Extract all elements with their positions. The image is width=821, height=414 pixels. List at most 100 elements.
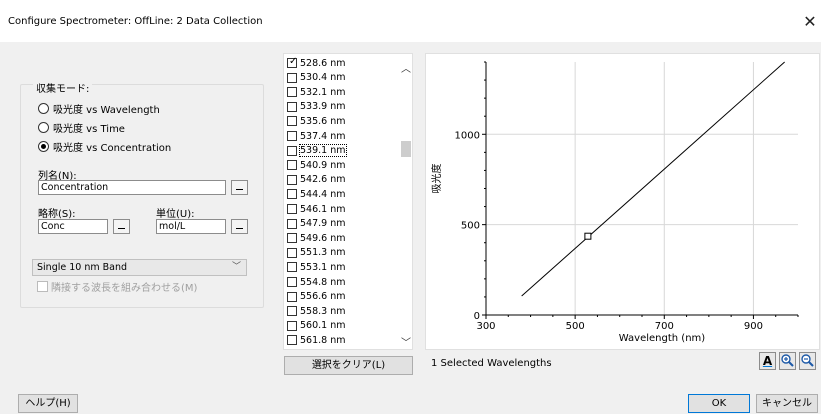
wavelength-list-item[interactable]: 546.1 nm	[287, 203, 346, 215]
wavelength-label: 551.3 nm	[300, 247, 346, 259]
wavelength-list-item[interactable]: 554.8 nm	[287, 276, 346, 288]
x-tick-label: 500	[566, 321, 585, 332]
wavelength-checkbox[interactable]	[287, 306, 297, 317]
wavelength-list-item[interactable]: 530.4 nm	[287, 72, 346, 84]
clear-selection-button[interactable]: 選択をクリア(L)	[284, 356, 413, 375]
x-tick-label: 900	[744, 321, 763, 332]
wavelength-label: 528.6 nm	[300, 57, 346, 69]
short-name-label: 略称(S):	[38, 209, 76, 220]
wavelength-checkbox[interactable]	[287, 174, 297, 185]
chevron-down-icon: ﹀	[231, 262, 241, 272]
short-name-field[interactable]: Conc	[38, 219, 108, 234]
radio-indicator[interactable]	[38, 102, 49, 114]
column-name-dropdown-button[interactable]	[231, 180, 248, 195]
wavelength-label: 558.3 nm	[300, 305, 346, 317]
scroll-up-icon[interactable]: ︿	[401, 64, 411, 75]
column-name-label: 列名(N):	[38, 171, 77, 182]
wavelength-checkbox[interactable]	[287, 291, 297, 302]
wavelength-list-item[interactable]: 540.9 nm	[287, 159, 346, 171]
wavelength-label: 553.1 nm	[300, 261, 346, 273]
wavelength-checkbox[interactable]	[287, 145, 297, 156]
wavelength-list-item[interactable]: 544.4 nm	[287, 188, 346, 200]
window-title: Configure Spectrometer: OffLine: 2 Data …	[8, 16, 263, 27]
wavelength-list-item[interactable]: 551.3 nm	[287, 247, 346, 259]
column-name-field[interactable]: Concentration	[38, 180, 226, 195]
units-dropdown-button[interactable]	[231, 219, 248, 234]
wavelength-checkbox[interactable]	[287, 218, 297, 229]
wavelength-list-item[interactable]: 542.6 nm	[287, 174, 346, 186]
wavelength-checkbox[interactable]: ✓	[287, 56, 298, 68]
wavelength-checkbox[interactable]	[287, 101, 297, 112]
wavelength-label: 561.8 nm	[300, 334, 346, 346]
x-axis-label: Wavelength (nm)	[619, 333, 705, 344]
radio-absorbance-vs-concentration[interactable]: 吸光度 vs Concentration	[38, 137, 171, 155]
units-field[interactable]: mol/L	[156, 219, 226, 234]
x-tick-label: 700	[655, 321, 674, 332]
close-icon[interactable]: ✕	[803, 12, 817, 31]
dash-icon	[236, 227, 243, 230]
wavelength-list-item[interactable]: 556.6 nm	[287, 291, 346, 303]
wavelength-label: 530.4 nm	[300, 72, 346, 84]
help-button[interactable]: ヘルプ(H)	[18, 394, 78, 413]
radio-indicator[interactable]	[38, 140, 49, 152]
combine-wavelengths-checkbox: 隣接する波長を組み合わせる(M)	[37, 280, 198, 294]
wavelength-list-item[interactable]: 553.1 nm	[287, 261, 346, 273]
radio-absorbance-vs-wavelength[interactable]: 吸光度 vs Wavelength	[38, 99, 160, 117]
band-select[interactable]: Single 10 nm Band ﹀	[32, 259, 247, 276]
wavelength-checkbox[interactable]	[287, 189, 297, 200]
dash-icon	[236, 188, 243, 191]
ok-button[interactable]: OK	[688, 394, 750, 413]
wavelength-checkbox[interactable]	[287, 247, 297, 258]
wavelength-list-item[interactable]: ✓ 528.6 nm	[287, 56, 346, 69]
wavelength-checkbox[interactable]	[287, 160, 297, 171]
wavelength-label: 535.6 nm	[300, 115, 346, 127]
text-format-icon: A	[762, 354, 773, 368]
units-label: 単位(U):	[156, 209, 195, 220]
check-icon: ✓	[289, 56, 298, 67]
wavelength-list-item[interactable]: 533.9 nm	[287, 101, 346, 113]
y-tick-label: 0	[474, 311, 480, 322]
zoom-out-icon	[801, 354, 814, 367]
wavelength-list-item[interactable]: 535.6 nm	[287, 115, 346, 127]
selected-wavelengths-status: 1 Selected Wavelengths	[431, 358, 552, 369]
wavelength-checkbox[interactable]	[287, 204, 297, 214]
radio-label: 吸光度 vs Time	[53, 123, 125, 135]
wavelength-list-item[interactable]: 537.4 nm	[287, 130, 346, 142]
wavelength-label: 560.1 nm	[300, 320, 346, 332]
wavelength-list-item[interactable]: 547.9 nm	[287, 218, 346, 230]
selected-wavelength-marker	[584, 232, 592, 240]
wavelength-checkbox[interactable]	[287, 320, 297, 331]
wavelength-list-item[interactable]: 532.1 nm	[287, 86, 346, 98]
wavelength-list-item[interactable]: 539.1 nm	[287, 144, 347, 158]
zoom-in-button[interactable]	[779, 352, 796, 370]
wavelength-list-item[interactable]: 558.3 nm	[287, 305, 346, 317]
chart-panel: 300 500 700 900 0 500 1000 Wavelength (nm) 吸光度	[425, 53, 820, 350]
radio-indicator[interactable]	[38, 121, 49, 133]
wavelength-checkbox[interactable]	[287, 335, 297, 346]
short-name-dropdown-button[interactable]	[113, 219, 130, 234]
wavelength-checkbox[interactable]	[287, 72, 297, 83]
wavelength-label: 549.6 nm	[300, 232, 346, 244]
wavelength-label: 537.4 nm	[300, 130, 346, 142]
scroll-down-icon[interactable]: ﹀	[401, 338, 411, 349]
zoom-out-button[interactable]	[799, 352, 816, 370]
wavelength-checkbox[interactable]	[287, 131, 297, 141]
wavelength-checkbox[interactable]	[287, 116, 297, 127]
wavelength-list-item[interactable]: 549.6 nm	[287, 232, 346, 244]
text-tool-button[interactable]: A	[759, 352, 776, 370]
radio-absorbance-vs-time[interactable]: 吸光度 vs Time	[38, 118, 125, 136]
checkbox-box	[37, 281, 48, 292]
wavelength-list[interactable]: ︿ ﹀ ✓ 528.6 nm 530.4 nm 532.1 nm 533.9 nm 535…	[283, 53, 413, 350]
wavelength-checkbox[interactable]	[287, 277, 297, 287]
wavelength-checkbox[interactable]	[287, 233, 297, 244]
wavelength-label: 533.9 nm	[300, 101, 346, 113]
wavelength-list-item[interactable]: 561.8 nm	[287, 334, 346, 346]
dash-icon	[118, 227, 125, 230]
wavelength-checkbox[interactable]	[287, 87, 297, 98]
wavelength-list-item[interactable]: 560.1 nm	[287, 320, 346, 332]
wavelength-label: 542.6 nm	[300, 174, 346, 186]
combine-wavelengths-label: 隣接する波長を組み合わせる(M)	[51, 283, 198, 294]
cancel-button[interactable]: キャンセル	[756, 394, 818, 413]
wavelength-checkbox[interactable]	[287, 262, 297, 273]
scrollbar-thumb[interactable]	[401, 141, 411, 157]
